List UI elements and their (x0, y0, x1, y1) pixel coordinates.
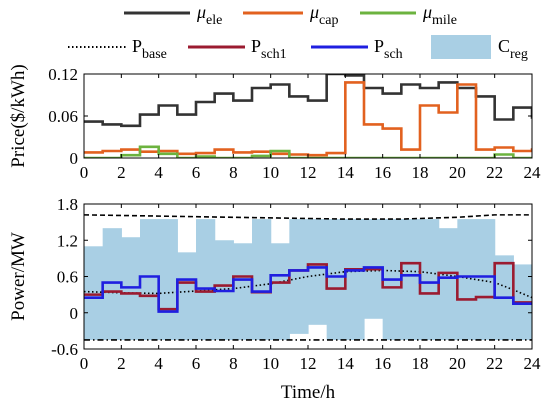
power-ytick-label: 0 (70, 304, 79, 323)
mu-mile-legend-subscript: mile (432, 13, 457, 28)
price-xtick-label: 6 (192, 163, 201, 182)
c-reg-legend-subscript: reg (510, 47, 528, 62)
power-xtick-label: 16 (374, 354, 391, 373)
price-xtick-label: 18 (412, 163, 429, 182)
power-xtick-label: 2 (117, 354, 126, 373)
c-reg-bar (289, 219, 309, 334)
mu-ele-legend-label: μele (196, 2, 222, 28)
mu-cap-legend-subscript: cap (319, 13, 338, 28)
price-xtick-label: 10 (262, 163, 279, 182)
c-reg-bar (308, 219, 328, 325)
p-sch1-legend-subscript: sch1 (261, 47, 287, 62)
mu-cap-legend-label: μcap (309, 2, 338, 28)
price-ytick-label: 0.12 (48, 65, 78, 84)
c-reg-bar (140, 219, 160, 340)
c-reg-bar (196, 219, 216, 340)
p-sch-legend-label: Psch (374, 36, 403, 62)
power-ylabel: Power/MW (8, 232, 29, 321)
c-reg-bar (345, 219, 365, 340)
price-xtick-label: 4 (154, 163, 163, 182)
price-xtick-label: 12 (300, 163, 317, 182)
p-base-legend-label: Pbase (132, 36, 167, 62)
mu-ele-line (84, 74, 532, 128)
c-reg-legend-swatch (431, 35, 491, 59)
price-xtick-label: 22 (486, 163, 503, 182)
price-ytick-label: 0.06 (48, 107, 78, 126)
power-xlabel: Time/h (281, 382, 336, 403)
power-legend: Pbase Psch1 Psch Creg (68, 35, 528, 62)
price-xtick-label: 16 (374, 163, 391, 182)
p-sch1-legend-label: Psch1 (251, 36, 287, 62)
c-reg-bar (84, 246, 104, 340)
power-xtick-label: 8 (229, 354, 238, 373)
mu-mile-legend-label: μmile (422, 2, 457, 28)
p-sch-legend-symbol: P (374, 36, 384, 56)
power-xtick-label: 14 (337, 354, 355, 373)
p-sch-line (84, 266, 532, 313)
price-xtick-label: 20 (449, 163, 466, 182)
c-reg-bar (476, 219, 496, 340)
price-ytick-label: 0 (70, 149, 79, 168)
power-xtick-label: 20 (449, 354, 466, 373)
price-xtick-label: 2 (117, 163, 126, 182)
upper-bound-line (84, 214, 532, 220)
price-xtick-label: 0 (80, 163, 89, 182)
p-sch-legend-subscript: sch (384, 47, 403, 62)
power-chart: 0 2 4 6 8 10 12 14 16 18 20 22 24-0.600.61.21.8Power… (8, 195, 541, 403)
c-reg-bar (252, 219, 272, 340)
c-reg-bar (438, 228, 458, 340)
mu-cap-legend-symbol: μ (309, 2, 319, 22)
power-ytick-label: 1.2 (57, 231, 78, 250)
power-xtick-label: 18 (412, 354, 429, 373)
mu-ele-legend-subscript: ele (206, 13, 222, 28)
c-reg-legend-symbol: C (498, 36, 510, 56)
c-reg-bar (401, 219, 421, 340)
mu-mile-legend-symbol: μ (422, 2, 432, 22)
c-reg-bar (102, 228, 122, 340)
price-xtick-label: 8 (229, 163, 238, 182)
price-xtick-label: 24 (524, 163, 542, 182)
power-ytick-label: 0.6 (57, 268, 78, 287)
price-axes-frame (83, 73, 533, 159)
mu-ele-legend-symbol: μ (196, 2, 206, 22)
mu-cap-line (84, 81, 532, 157)
power-plot-area (84, 214, 532, 341)
price-plot-area (84, 74, 532, 158)
p-sch1-legend-symbol: P (251, 36, 261, 56)
power-ytick-label: -0.6 (51, 340, 78, 359)
power-xtick-label: 0 (80, 354, 89, 373)
c-reg-bar (177, 252, 197, 340)
c-reg-bar (270, 243, 290, 340)
power-xtick-label: 4 (154, 354, 163, 373)
p-base-legend-symbol: P (132, 36, 142, 56)
power-xtick-label: 6 (192, 354, 201, 373)
c-reg-bar (158, 219, 178, 340)
power-xtick-label: 24 (524, 354, 542, 373)
price-xtick-label: 14 (337, 163, 355, 182)
price-chart: 0 2 4 6 8 10 12 14 16 18 20 22 2400.060.12Price($/kW… (8, 64, 542, 182)
power-xtick-label: 22 (486, 354, 503, 373)
price-ylabel: Price($/kWh) (8, 64, 29, 167)
p-base-legend-subscript: base (142, 47, 167, 62)
power-ytick-label: 1.8 (57, 195, 78, 214)
c-reg-bar (326, 219, 346, 340)
c-reg-bar (420, 219, 440, 340)
c-reg-bar (233, 243, 253, 340)
power-xtick-label: 10 (262, 354, 279, 373)
mu-mile-line (84, 145, 532, 158)
c-reg-legend-label: Creg (498, 36, 528, 62)
price-legend: μele μcap μmile (124, 2, 457, 28)
power-xtick-label: 12 (300, 354, 317, 373)
c-reg-bar (457, 219, 477, 340)
